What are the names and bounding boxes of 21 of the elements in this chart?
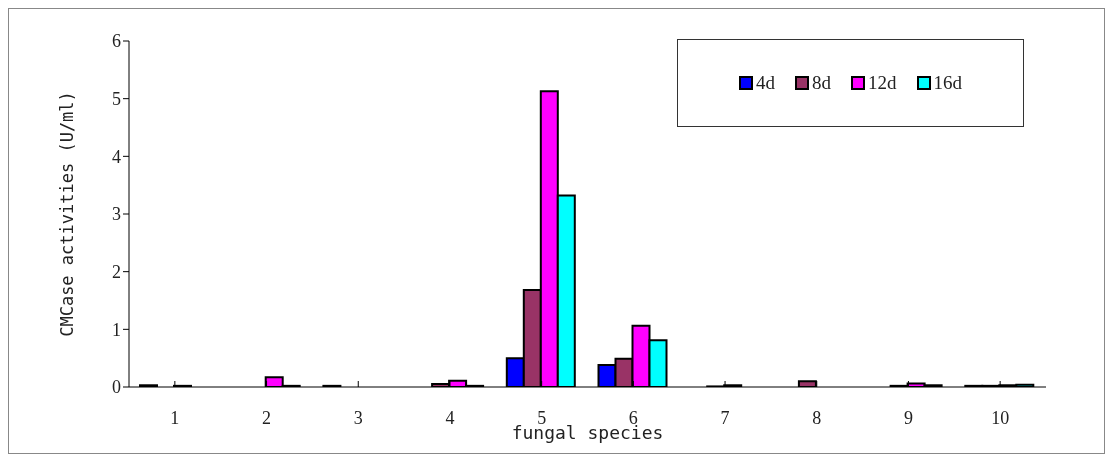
y-tick-label: 4 bbox=[112, 146, 121, 167]
x-tick-label: 3 bbox=[353, 407, 363, 428]
y-tick-label: 5 bbox=[112, 89, 121, 110]
y-tick-label: 2 bbox=[112, 262, 121, 283]
y-tick-label: 0 bbox=[112, 377, 121, 398]
legend-label: 8d bbox=[811, 72, 831, 94]
y-axis-title: CMCase activities (U/ml) bbox=[57, 91, 78, 337]
y-tick-label: 6 bbox=[112, 31, 121, 52]
x-tick-label: 7 bbox=[720, 407, 730, 428]
legend-label: 4d bbox=[755, 72, 775, 94]
y-tick-label: 3 bbox=[112, 204, 121, 225]
x-tick-label: 9 bbox=[903, 407, 913, 428]
x-tick-label: 4 bbox=[445, 407, 455, 428]
x-tick-label: 2 bbox=[262, 407, 272, 428]
y-tick-label: 1 bbox=[112, 319, 121, 340]
x-tick-label: 8 bbox=[812, 407, 822, 428]
x-tick-label: 5 bbox=[537, 407, 547, 428]
legend-label: 16d bbox=[932, 72, 962, 94]
legend-label: 12d bbox=[867, 72, 897, 94]
x-tick-label: 10 bbox=[991, 407, 1010, 428]
x-tick-label: 1 bbox=[170, 407, 180, 428]
